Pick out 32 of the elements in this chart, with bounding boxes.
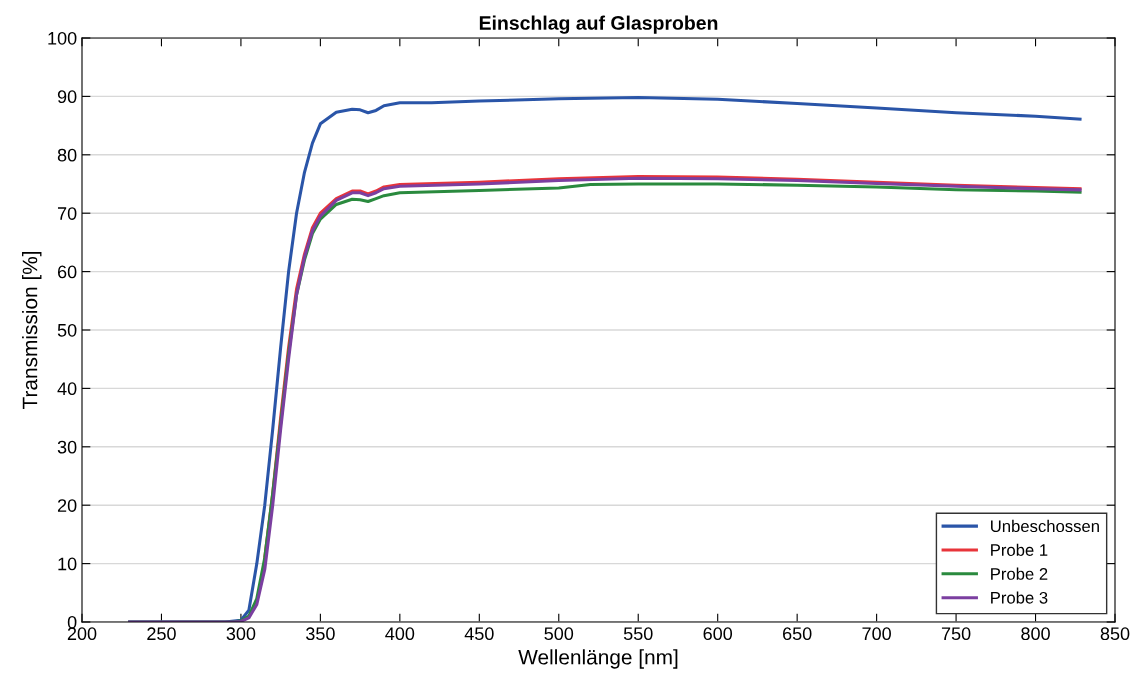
y-tick-label: 50 bbox=[57, 323, 77, 337]
x-tick-label: 650 bbox=[783, 627, 812, 641]
y-tick-label: 30 bbox=[57, 440, 77, 454]
legend-label: Probe 3 bbox=[991, 591, 1048, 604]
x-tick-label: 350 bbox=[306, 627, 335, 641]
y-tick-label: 10 bbox=[58, 557, 77, 571]
x-axis-title: Wellenlänge [nm] bbox=[518, 649, 678, 669]
chart-title: Einschlag auf Glasproben bbox=[479, 15, 718, 34]
x-tick-label: 800 bbox=[1021, 627, 1050, 641]
x-tick-label: 850 bbox=[1100, 627, 1130, 641]
y-tick-label: 20 bbox=[57, 499, 77, 512]
x-tick-label: 550 bbox=[623, 627, 653, 641]
x-tick-label: 500 bbox=[544, 627, 574, 641]
x-tick-label: 450 bbox=[464, 627, 494, 641]
x-tick-label: 400 bbox=[385, 627, 415, 641]
x-tick-label: 300 bbox=[226, 627, 256, 641]
x-tick-label: 750 bbox=[941, 627, 971, 641]
y-axis-title: Transmission [%] bbox=[22, 251, 42, 410]
x-tick-label: 600 bbox=[703, 627, 733, 641]
legend-label: Probe 1 bbox=[991, 543, 1048, 556]
y-tick-label: 60 bbox=[57, 265, 77, 279]
legend-label: Unbeschossen bbox=[991, 519, 1099, 533]
y-tick-label: 100 bbox=[48, 31, 77, 45]
y-tick-label: 80 bbox=[57, 148, 77, 162]
x-tick-label: 700 bbox=[862, 627, 891, 641]
legend-label: Probe 2 bbox=[991, 567, 1048, 580]
x-tick-label: 200 bbox=[67, 627, 97, 641]
y-tick-label: 0 bbox=[67, 615, 77, 629]
y-tick-label: 40 bbox=[57, 382, 77, 396]
y-tick-label: 90 bbox=[57, 90, 77, 104]
x-tick-label: 250 bbox=[147, 627, 176, 641]
y-tick-label: 70 bbox=[57, 207, 77, 220]
